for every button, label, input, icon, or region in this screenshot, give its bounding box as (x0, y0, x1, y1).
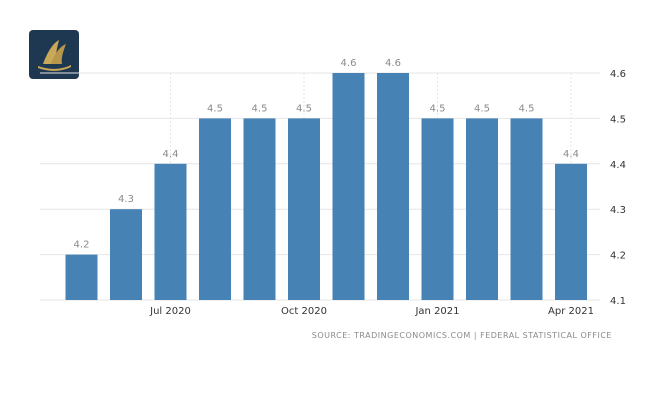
bar-may-2020[interactable] (65, 254, 98, 300)
bar-apr-2021[interactable] (555, 163, 587, 300)
bar-oct-2020[interactable] (288, 118, 320, 301)
y-tick-label: 4.2 (610, 251, 626, 262)
bar-sep-2020[interactable] (243, 118, 276, 301)
bar-value-label: 4.5 (296, 103, 312, 114)
x-tick-label: Jul 2020 (149, 306, 191, 317)
bar-jul-2020[interactable] (154, 163, 187, 300)
x-tick-label: Jan 2021 (414, 306, 459, 317)
bar-nov-2020[interactable] (332, 73, 365, 300)
chart-x-axis: Jul 2020 Oct 2020 Jan 2021 Apr 2021 (149, 306, 594, 317)
bar-aug-2020[interactable] (199, 118, 231, 301)
bar-mar-2021[interactable] (510, 118, 543, 301)
bar-dec-2020[interactable] (377, 73, 409, 300)
chart-value-labels: 4.2 4.3 4.4 4.5 4.5 4.5 4.6 4.6 4.5 4.5 4.5 4.4 (74, 58, 579, 251)
bar-value-label: 4.3 (118, 194, 134, 205)
bar-value-label: 4.5 (252, 103, 268, 114)
bar-jun-2020[interactable] (110, 209, 142, 300)
source-note: SOURCE: TRADINGECONOMICS.COM | FEDERAL S… (311, 331, 612, 340)
bar-value-label: 4.5 (207, 103, 223, 114)
x-tick-label: Apr 2021 (548, 306, 594, 317)
bar-value-label: 4.2 (74, 240, 90, 251)
logo (29, 30, 79, 79)
y-tick-label: 4.4 (610, 160, 626, 171)
y-tick-label: 4.3 (610, 205, 626, 216)
x-tick-label: Oct 2020 (281, 306, 327, 317)
bar-value-label: 4.6 (341, 58, 357, 69)
bar-value-label: 4.5 (519, 103, 535, 114)
bar-value-label: 4.4 (163, 149, 179, 160)
bar-value-label: 4.5 (430, 103, 446, 114)
chart-bars (65, 73, 587, 301)
chart-y-axis: 4.1 4.2 4.3 4.4 4.5 4.6 (610, 69, 626, 307)
bar-value-label: 4.6 (385, 58, 401, 69)
bar-value-label: 4.4 (563, 149, 579, 160)
bar-value-label: 4.5 (474, 103, 490, 114)
bar-feb-2021[interactable] (466, 118, 498, 301)
y-tick-label: 4.6 (610, 69, 626, 80)
bar-jan-2021[interactable] (421, 118, 454, 301)
y-tick-label: 4.1 (610, 296, 626, 307)
logo-emblem-icon (38, 40, 71, 71)
y-tick-label: 4.5 (610, 114, 626, 125)
